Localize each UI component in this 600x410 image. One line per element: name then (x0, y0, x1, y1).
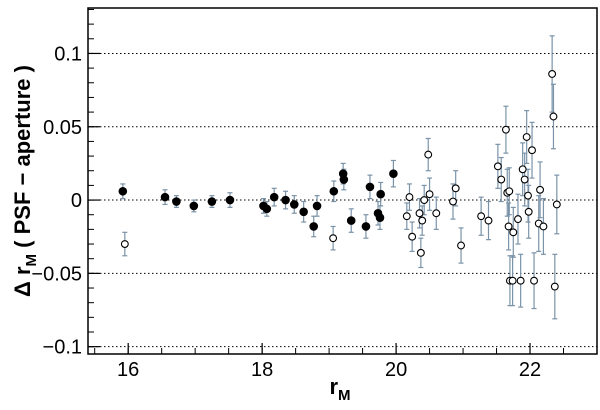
data-point-filled (207, 197, 217, 206)
data-point-open (501, 125, 510, 134)
data-point-filled (118, 186, 128, 196)
data-point-open (505, 187, 514, 196)
data-point-filled (262, 204, 272, 214)
data-point-open (530, 276, 538, 285)
data-point-open (516, 276, 525, 285)
y-tick-label: −0.05 (31, 263, 82, 285)
data-point-filled (361, 222, 371, 231)
data-point-open (522, 133, 531, 141)
data-point-open (508, 276, 517, 285)
data-point-filled (289, 200, 299, 209)
data-point-filled (346, 216, 356, 225)
data-point-open (552, 200, 561, 209)
data-point-open (457, 241, 465, 250)
data-point-open (548, 70, 557, 78)
data-point-filled (339, 175, 349, 184)
data-point-open (477, 212, 486, 221)
data-point-filled (309, 222, 319, 231)
data-point-open (418, 216, 427, 225)
data-point-filled (269, 192, 279, 202)
data-point-open (520, 175, 529, 184)
data-point-open (524, 191, 532, 200)
data-point-open (509, 228, 518, 237)
x-tick-label: 18 (251, 359, 273, 381)
data-point-open (539, 222, 548, 231)
data-point-open (550, 282, 559, 291)
data-point-open (424, 150, 433, 159)
data-point-open (408, 232, 417, 241)
data-point-filled (376, 189, 385, 199)
tick-layer: −0.1 −0.05 0 0.05 0.1 16 18 20 22 (31, 8, 598, 381)
data-point-open (425, 190, 434, 199)
data-point-open (120, 240, 129, 248)
data-point-open (405, 193, 414, 202)
data-point-open (497, 175, 506, 184)
data-point-open (504, 222, 513, 231)
data-point-filled (389, 169, 398, 178)
y-tick-label: 0 (71, 190, 82, 212)
data-point-filled (312, 201, 322, 211)
data-point-open (432, 209, 441, 218)
data-point-open (451, 184, 460, 193)
x-tick-label: 20 (385, 359, 407, 381)
data-point-filled (225, 195, 235, 205)
x-axis-title: rM (329, 374, 350, 404)
data-point-open (528, 146, 536, 155)
x-tick-label: 16 (117, 359, 139, 381)
data-point-open (329, 234, 338, 243)
y-tick-label: −0.1 (43, 337, 82, 359)
y-axis-title: Δ rM ( PSF − aperture ) (10, 65, 40, 297)
y-tick-label: 0.05 (43, 117, 82, 139)
data-point-open (549, 112, 558, 121)
data-point-open (420, 196, 429, 205)
x-tick-label: 22 (519, 359, 541, 381)
data-point-open (402, 212, 411, 221)
data-point-filled (299, 207, 308, 217)
data-point-open (449, 197, 457, 206)
y-tick-label: 0.1 (54, 43, 82, 65)
data-point-filled (365, 182, 375, 192)
data-point-open (415, 209, 424, 218)
marker-layer (118, 70, 561, 291)
data-point-open (484, 216, 493, 225)
plot-frame (87, 7, 598, 355)
data-point-filled (160, 192, 170, 202)
error-bar-layer (120, 35, 560, 320)
data-point-filled (375, 213, 385, 222)
data-point-filled (329, 186, 339, 196)
data-point-open (524, 207, 533, 216)
data-point-open (514, 215, 522, 224)
data-point-filled (172, 197, 181, 206)
data-point-open (493, 162, 502, 171)
data-point-filled (281, 195, 290, 205)
data-point-open (518, 165, 527, 174)
data-point-open (416, 248, 425, 257)
data-point-open (536, 185, 545, 194)
data-point-filled (189, 201, 199, 211)
